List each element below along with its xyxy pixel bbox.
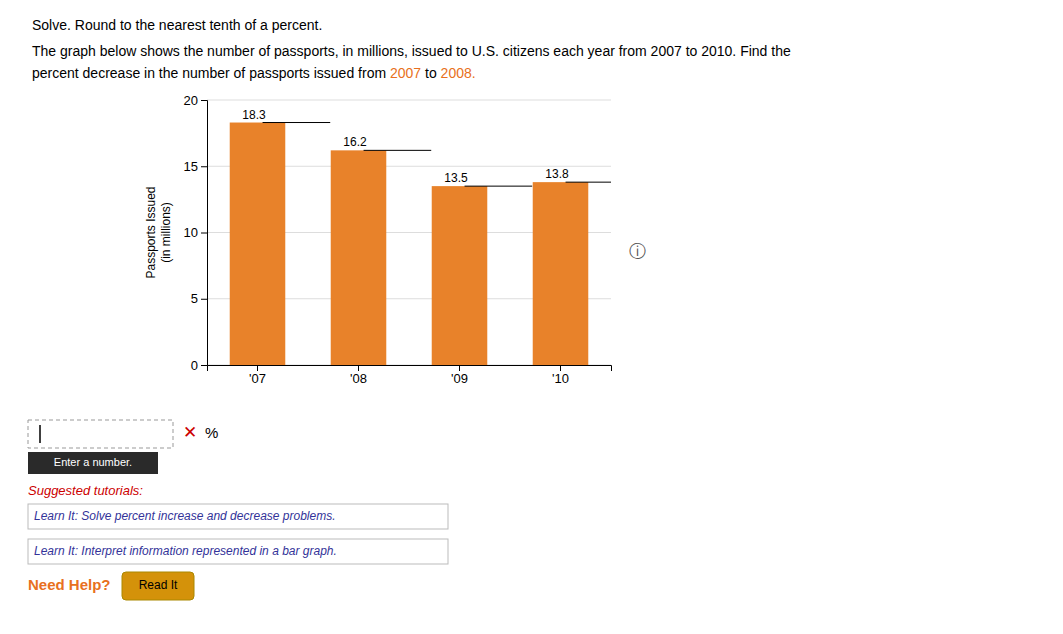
tooltip-text: Enter a number. <box>54 456 132 468</box>
data-labels: 18.3 16.2 13.5 13.8 <box>242 108 569 186</box>
plot-area <box>230 123 611 365</box>
value-line <box>263 122 331 123</box>
value-line <box>465 186 533 187</box>
x-tick-label: '09 <box>451 371 468 386</box>
link-button[interactable] <box>28 504 448 529</box>
subtitle-segment: 2008. <box>441 65 476 81</box>
x-axis: '07 '08 '09 '10 <box>208 365 612 386</box>
subtitle-segment: 2007 <box>390 65 421 81</box>
x-tick-label: '10 <box>552 371 569 386</box>
grid-line <box>207 100 611 101</box>
bar <box>432 186 488 365</box>
y-tick-mark <box>201 100 207 101</box>
read-it-button[interactable] <box>122 572 194 600</box>
x-tick-mark <box>257 365 258 371</box>
tooltip-box <box>28 452 158 474</box>
y-tick-mark <box>201 365 207 366</box>
link-text[interactable]: Learn It: Interpret information represen… <box>34 544 337 558</box>
y-tick: 10 <box>184 225 207 240</box>
info-icon[interactable]: ⓘ <box>629 242 646 261</box>
x-tick: '08 <box>350 365 367 386</box>
subtitle-segment: percent decrease in the number of passpo… <box>32 65 390 81</box>
chart: Solve. Round to the nearest tenth of a p… <box>0 0 1063 634</box>
bar <box>331 150 387 365</box>
y-tick-label: 5 <box>191 291 198 306</box>
title: Solve. Round to the nearest tenth of a p… <box>32 17 322 33</box>
subtitle-segment: to <box>421 65 440 81</box>
subtitle-line: percent decrease in the number of passpo… <box>32 65 476 81</box>
grid <box>207 100 611 365</box>
data-label: 13.8 <box>545 167 569 181</box>
y-axis-title-line: Passports Issued <box>144 186 158 278</box>
y-tick-label: 0 <box>191 358 198 373</box>
y-tick-mark <box>201 233 207 234</box>
link-button[interactable] <box>28 539 448 564</box>
value-line <box>566 182 611 183</box>
x-axis-line <box>208 366 612 372</box>
x-tick-mark <box>459 365 460 371</box>
read-it-text[interactable]: Read It <box>139 578 178 592</box>
x-tick: '10 <box>552 365 569 386</box>
bar <box>533 182 589 365</box>
y-tick-label: 20 <box>184 93 198 108</box>
x-tick: '09 <box>451 365 468 386</box>
y-tick-mark <box>201 299 207 300</box>
x-tick: '07 <box>249 365 266 386</box>
x-tick-mark <box>358 365 359 371</box>
y-tick: 20 <box>184 93 207 108</box>
x-tick-label: '08 <box>350 371 367 386</box>
wrong-mark: ✕ <box>183 423 197 442</box>
unit-sign: % <box>205 424 218 441</box>
y-axis-line <box>201 101 208 366</box>
y-tick-label: 10 <box>184 225 198 240</box>
data-label: 16.2 <box>343 135 367 149</box>
y-tick-label: 15 <box>184 159 198 174</box>
y-axis: 0 5 10 15 20 <box>184 93 208 373</box>
input-cursor <box>39 425 41 443</box>
data-label: 13.5 <box>444 171 468 185</box>
y-tick-mark <box>201 166 207 167</box>
subtitle-line: The graph below shows the number of pass… <box>32 43 791 59</box>
bar <box>230 123 286 365</box>
suggested-heading: Suggested tutorials: <box>28 483 143 498</box>
y-tick: 0 <box>191 358 207 373</box>
need-help: Need Help? <box>28 576 111 593</box>
x-tick-label: '07 <box>249 371 266 386</box>
data-label: 18.3 <box>242 108 266 122</box>
subtitle-segment: The graph below shows the number of pass… <box>32 43 791 59</box>
y-tick: 5 <box>191 291 207 306</box>
x-tick-mark <box>560 365 561 371</box>
y-axis-title: Passports Issued(in millions) <box>144 186 173 278</box>
y-tick: 15 <box>184 159 207 174</box>
value-line <box>364 150 432 151</box>
input-box[interactable] <box>28 420 173 448</box>
link-text[interactable]: Learn It: Solve percent increase and dec… <box>34 509 336 523</box>
y-axis-title-line: (in millions) <box>159 202 173 263</box>
